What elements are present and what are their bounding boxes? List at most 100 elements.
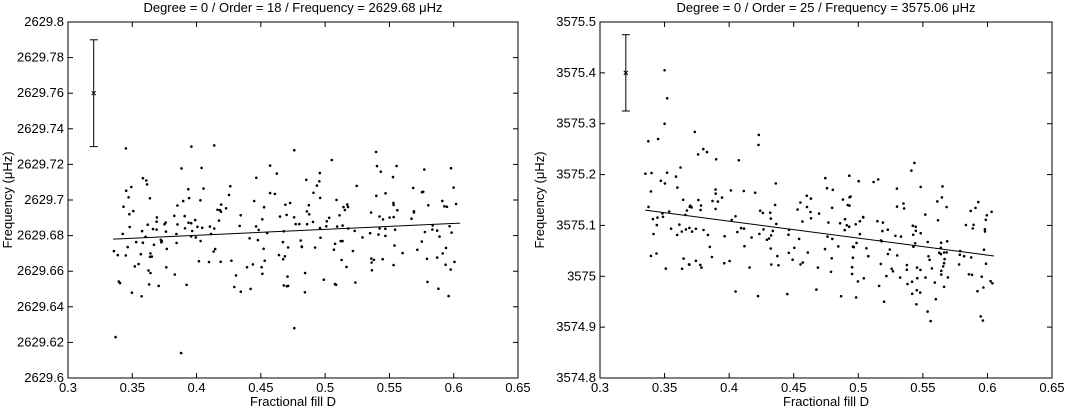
data-point xyxy=(411,186,415,190)
data-point xyxy=(378,227,381,230)
data-point xyxy=(647,140,650,143)
data-point xyxy=(753,191,757,194)
data-point xyxy=(969,209,972,213)
data-point xyxy=(696,153,700,156)
data-point xyxy=(888,248,892,251)
data-point xyxy=(219,260,222,264)
data-point xyxy=(145,179,148,182)
data-point xyxy=(972,223,975,227)
data-point xyxy=(644,172,647,175)
data-point xyxy=(149,271,152,275)
data-point xyxy=(694,259,698,263)
data-point xyxy=(283,254,287,258)
y-axis-label: Frequency (μHz) xyxy=(532,151,547,248)
data-point xyxy=(829,270,833,274)
fit-line xyxy=(645,209,994,257)
data-point xyxy=(823,247,827,251)
data-point xyxy=(378,215,381,218)
data-point xyxy=(824,176,827,180)
data-point xyxy=(983,230,987,233)
data-point xyxy=(855,241,858,245)
data-point xyxy=(134,240,138,244)
data-point xyxy=(234,274,238,277)
data-point xyxy=(734,290,737,293)
data-point xyxy=(913,161,916,165)
data-point xyxy=(325,225,328,228)
data-point xyxy=(942,285,946,289)
data-point xyxy=(895,187,899,190)
data-point xyxy=(702,228,705,232)
data-point xyxy=(816,266,820,269)
data-point xyxy=(384,227,387,231)
data-point xyxy=(233,285,236,289)
data-point xyxy=(155,228,158,231)
data-point xyxy=(881,229,884,233)
data-point xyxy=(850,265,854,269)
data-point xyxy=(714,192,717,195)
data-point xyxy=(165,247,169,251)
error-bar xyxy=(89,39,98,148)
data-point xyxy=(843,228,846,232)
data-point xyxy=(895,254,899,257)
data-point xyxy=(905,268,909,272)
data-point xyxy=(190,229,194,233)
data-point xyxy=(815,288,818,291)
data-point xyxy=(199,239,202,243)
data-point xyxy=(256,238,260,242)
data-point xyxy=(905,263,909,267)
data-point xyxy=(180,167,183,170)
data-point xyxy=(239,214,242,217)
data-point xyxy=(858,232,862,236)
data-point xyxy=(663,122,666,125)
data-point xyxy=(976,289,979,293)
data-point xyxy=(714,158,718,161)
data-point xyxy=(175,241,178,245)
data-point xyxy=(914,225,917,228)
data-point xyxy=(930,267,934,270)
data-point xyxy=(669,227,673,230)
data-point xyxy=(984,262,988,266)
data-point xyxy=(761,211,765,215)
data-point xyxy=(946,276,950,279)
data-point xyxy=(690,206,693,209)
data-point xyxy=(805,194,809,197)
data-point xyxy=(441,252,445,255)
y-tick-label: 2629.62 xyxy=(17,334,64,349)
data-point xyxy=(147,269,150,272)
data-point xyxy=(189,221,193,225)
data-point xyxy=(441,199,444,203)
x-tick-label: 0.3 xyxy=(591,380,609,395)
x-tick-label: 0.45 xyxy=(248,380,273,395)
data-point xyxy=(392,203,395,207)
data-point xyxy=(212,250,215,253)
data-point xyxy=(862,277,866,280)
data-point xyxy=(962,254,966,258)
data-point xyxy=(207,260,211,264)
data-point xyxy=(146,223,149,226)
data-point xyxy=(910,292,914,296)
data-point xyxy=(876,178,880,181)
data-point xyxy=(305,178,308,182)
data-point xyxy=(957,263,961,266)
data-point xyxy=(175,232,178,236)
data-point xyxy=(426,280,429,284)
data-point xyxy=(680,267,684,271)
data-point xyxy=(876,219,879,223)
data-point xyxy=(137,262,140,266)
data-point xyxy=(846,203,849,207)
data-point xyxy=(734,215,737,218)
data-point xyxy=(318,180,321,183)
data-point xyxy=(661,215,665,219)
y-tick-label: 3575.3 xyxy=(556,116,596,131)
data-point xyxy=(151,227,155,231)
data-point xyxy=(742,227,746,230)
data-point xyxy=(227,193,231,197)
data-point xyxy=(318,196,322,200)
data-point xyxy=(257,228,261,232)
data-point xyxy=(384,234,387,238)
data-point xyxy=(933,281,937,284)
data-point xyxy=(656,137,660,141)
data-point xyxy=(420,240,424,243)
y-tick-label: 2629.7 xyxy=(24,192,64,207)
data-point xyxy=(716,200,720,203)
